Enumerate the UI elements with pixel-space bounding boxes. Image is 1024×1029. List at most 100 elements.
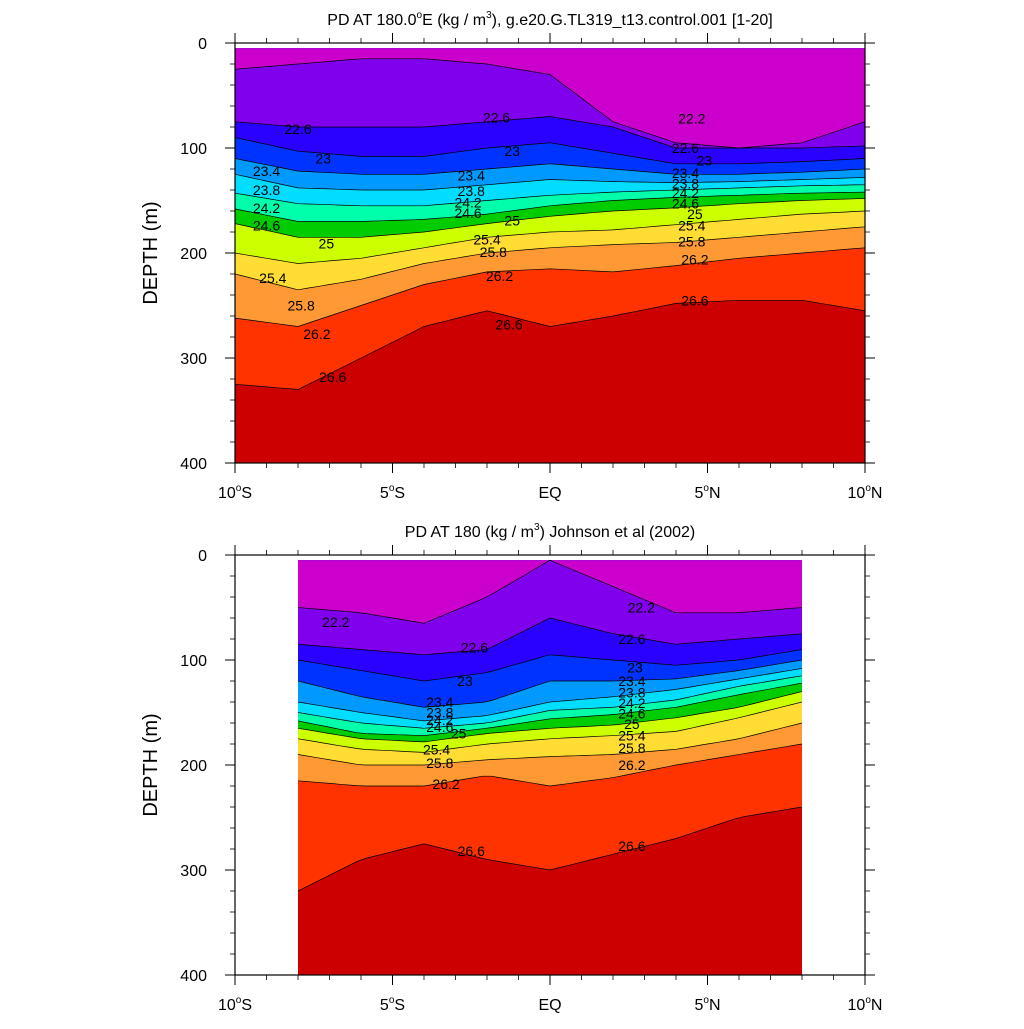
contour-23.4 xyxy=(235,158,865,175)
contour-25.4 xyxy=(297,701,803,753)
contour-24.6 xyxy=(297,682,803,736)
x-tick-label: 5oS xyxy=(380,995,405,1014)
y-tick-label: 300 xyxy=(180,351,207,368)
x-tick-label: 10oS xyxy=(218,483,252,502)
contour-25.8 xyxy=(297,722,803,766)
y-axis-label: DEPTH (m) xyxy=(140,201,162,304)
contour-24.2 xyxy=(297,675,803,729)
x-tick-label: EQ xyxy=(538,997,561,1014)
y-tick-label: 200 xyxy=(180,246,207,263)
contour-label: 25.4 xyxy=(618,728,645,744)
contour-22.6 xyxy=(297,617,803,656)
y-tick-label: 100 xyxy=(180,653,207,670)
contour-label: 26.2 xyxy=(303,326,330,342)
contour-25 xyxy=(235,198,865,238)
x-tick-label: EQ xyxy=(538,485,561,502)
contour-label: 22.6 xyxy=(461,639,488,655)
contour-label: 24.2 xyxy=(253,200,280,216)
density-bands xyxy=(235,48,865,463)
contour-23 xyxy=(297,649,803,682)
contour-label: 25.8 xyxy=(426,755,453,771)
contour-label: 25 xyxy=(624,716,640,732)
contour-22.2 xyxy=(297,559,803,624)
x-tick-label: 5oS xyxy=(380,483,405,502)
contour-25.8 xyxy=(235,226,865,291)
contour-label: 25.8 xyxy=(288,298,315,314)
contour-label: 23 xyxy=(627,659,643,675)
contour-label: 22.2 xyxy=(678,111,705,127)
y-axis-label: DEPTH (m) xyxy=(140,713,162,816)
contour-label: 26.2 xyxy=(486,268,513,284)
contour-label: 23 xyxy=(504,143,520,159)
contour-label: 26.6 xyxy=(495,316,522,332)
contour-label: 23.8 xyxy=(458,183,485,199)
contour-label: 23 xyxy=(315,151,331,167)
x-tick-label: 10oN xyxy=(848,995,883,1014)
contour-label: 23 xyxy=(697,153,713,169)
contour-label: 25.4 xyxy=(473,231,500,247)
contour-23.4 xyxy=(297,659,803,708)
contour-label: 24.6 xyxy=(454,205,481,221)
contour-label: 23.8 xyxy=(253,182,280,198)
contour-label: 25 xyxy=(319,236,335,252)
x-tick-label: 10oS xyxy=(218,995,252,1014)
contour-26.6 xyxy=(297,806,803,892)
y-tick-label: 300 xyxy=(180,863,207,880)
contour-label: 25.4 xyxy=(259,270,286,286)
contour-label: 26.6 xyxy=(458,843,485,859)
y-tick-label: 400 xyxy=(180,968,207,985)
contour-22.6 xyxy=(235,116,865,149)
contour-25 xyxy=(297,691,803,743)
contour-labels: 22.222.222.622.6232323.423.423.823.824.2… xyxy=(322,600,655,860)
contour-label: 23.4 xyxy=(672,165,699,181)
x-tick-label: 10oN xyxy=(848,483,883,502)
contour-23.8 xyxy=(235,173,865,191)
contour-label: 22.2 xyxy=(628,600,655,616)
contour-label: 24.2 xyxy=(426,712,453,728)
contour-label: 23.4 xyxy=(458,167,485,183)
contour-23.8 xyxy=(297,668,803,722)
density-bands xyxy=(297,559,803,975)
contour-label: 24.6 xyxy=(672,196,699,212)
chart-panel-bottom: 22.222.222.622.6232323.423.423.823.824.2… xyxy=(140,522,882,1014)
band-22.2 xyxy=(298,560,802,624)
contour-label: 23.4 xyxy=(618,673,645,689)
contour-label: 25 xyxy=(504,212,520,228)
y-tick-label: 200 xyxy=(180,758,207,775)
contour-label: 23.8 xyxy=(426,705,453,721)
contour-label: 22.6 xyxy=(284,121,311,137)
contour-label: 24.6 xyxy=(253,218,280,234)
chart-title: PD AT 180.0oE (kg / m3), g.e20.G.TL319_t… xyxy=(327,10,772,29)
contour-26.6 xyxy=(235,299,865,390)
contour-22.2 xyxy=(235,58,865,149)
contour-label: 26.2 xyxy=(618,757,645,773)
x-tick-label: 5oN xyxy=(694,995,720,1014)
contour-label: 26.6 xyxy=(681,292,708,308)
contour-label: 25 xyxy=(451,726,467,742)
contour-label: 25.8 xyxy=(678,233,705,249)
contour-label: 25 xyxy=(687,206,703,222)
contour-24.6 xyxy=(235,191,865,222)
contour-label: 26.6 xyxy=(319,369,346,385)
contour-label: 24.6 xyxy=(426,719,453,735)
y-tick-label: 400 xyxy=(180,456,207,473)
contour-label: 23.8 xyxy=(618,685,645,701)
contour-label: 23 xyxy=(457,673,473,689)
contour-label: 25.8 xyxy=(480,244,507,260)
band-22.2 xyxy=(235,48,865,148)
contour-label: 22.6 xyxy=(672,140,699,156)
x-tick-label: 5oN xyxy=(694,483,720,502)
contour-label: 22.6 xyxy=(483,110,510,126)
contour-label: 22.6 xyxy=(618,631,645,647)
contour-label: 25.8 xyxy=(618,740,645,756)
contour-label: 24.2 xyxy=(672,185,699,201)
contour-label: 23.4 xyxy=(426,694,453,710)
contour-25.4 xyxy=(235,210,865,264)
contour-label: 23.8 xyxy=(672,176,699,192)
contour-label: 26.2 xyxy=(681,251,708,267)
y-tick-label: 0 xyxy=(198,36,207,53)
contour-label: 25.4 xyxy=(423,741,450,757)
